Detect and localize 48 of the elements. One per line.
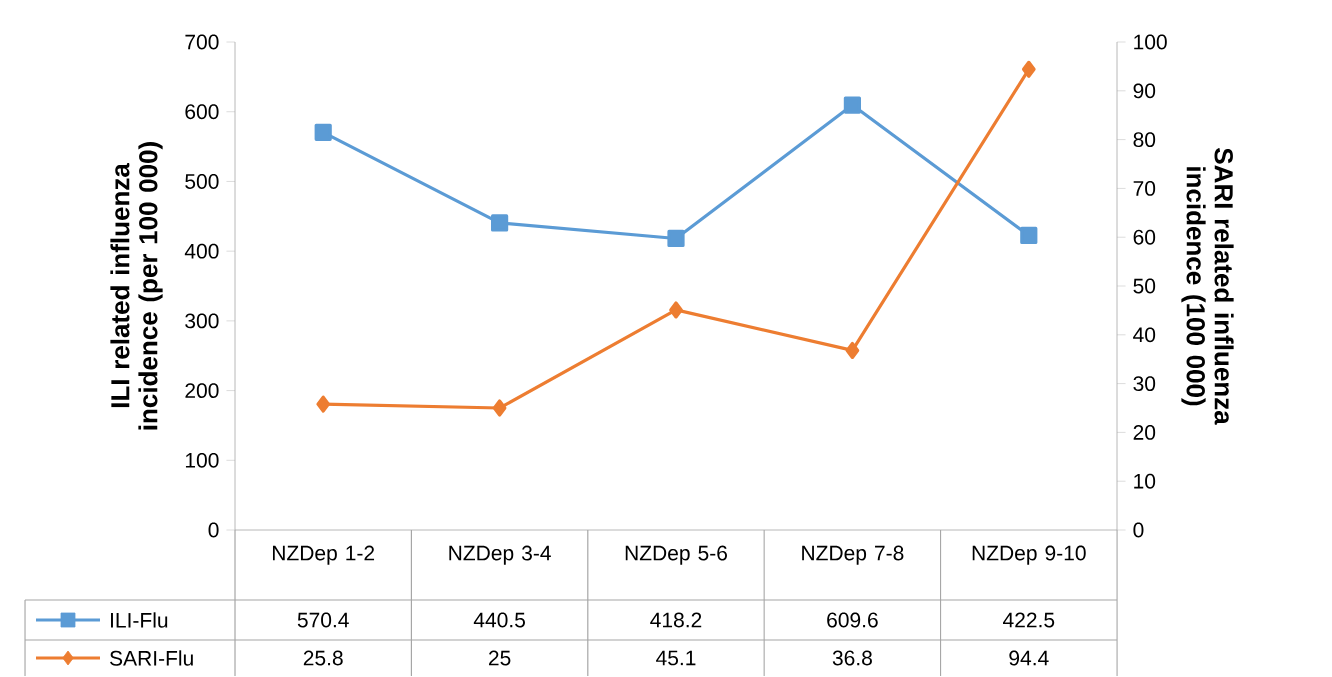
point — [1021, 60, 1036, 79]
data-label: 25.8 — [303, 650, 343, 666]
data-label: 25 — [488, 650, 511, 666]
y-tick-label: 0 — [208, 522, 219, 538]
y2-tick-label: 30 — [1133, 376, 1156, 392]
y-tick-label: 300 — [185, 313, 219, 329]
point — [491, 214, 509, 232]
y2-tick-label: 100 — [1134, 34, 1167, 50]
point — [669, 301, 683, 319]
point — [492, 399, 507, 417]
data-label: 422.5 — [1003, 612, 1055, 628]
data-label: 418.2 — [650, 612, 702, 628]
y2-tick-label: 80 — [1133, 132, 1156, 148]
data-label: 440.5 — [473, 612, 525, 628]
y2-axis-title: SARI related influenza incidence (100 000) — [1181, 148, 1234, 426]
y-axis-title: ILI related influenza incidence (per 100 000) — [110, 142, 163, 430]
point — [843, 96, 861, 114]
legend-label: ILI-Flu — [111, 612, 168, 628]
legend-label: SARI-Flu — [110, 650, 193, 666]
data-label: 36.8 — [832, 650, 872, 666]
y2-tick-label: 60 — [1133, 229, 1156, 245]
data-label: 94.4 — [1009, 650, 1049, 666]
y2-tick-label: 0 — [1133, 522, 1144, 538]
data-label: 570.4 — [297, 612, 349, 628]
y2-tick-label: 40 — [1133, 327, 1156, 343]
y-tick-label: 400 — [184, 243, 219, 259]
point — [667, 230, 685, 248]
x-tick-label: NZDep 5-6 — [625, 545, 727, 565]
y-tick-label: 200 — [185, 383, 219, 399]
x-tick-label: NZDep 7-8 — [802, 545, 904, 565]
x-tick-label: NZDep 3-4 — [449, 545, 551, 565]
point — [1020, 227, 1038, 245]
y-tick-label: 600 — [185, 104, 219, 120]
y-tick-label: 500 — [185, 174, 219, 190]
point — [845, 342, 860, 360]
x-tick-label: NZDep 1-2 — [272, 545, 375, 565]
point — [314, 123, 332, 142]
y2-tick-label: 50 — [1133, 278, 1156, 294]
y-tick-label: 700 — [185, 34, 219, 50]
point — [316, 395, 331, 413]
y-tick-label: 100 — [185, 453, 219, 468]
y2-tick-label: 10 — [1134, 473, 1156, 489]
y2-tick-label: 20 — [1133, 425, 1156, 441]
data-label: 45.1 — [656, 650, 696, 666]
x-tick-label: NZDep 9-10 — [972, 545, 1086, 565]
data-label: 609.6 — [827, 612, 878, 628]
y2-tick-label: 70 — [1133, 181, 1156, 197]
y2-tick-label: 90 — [1133, 83, 1156, 99]
